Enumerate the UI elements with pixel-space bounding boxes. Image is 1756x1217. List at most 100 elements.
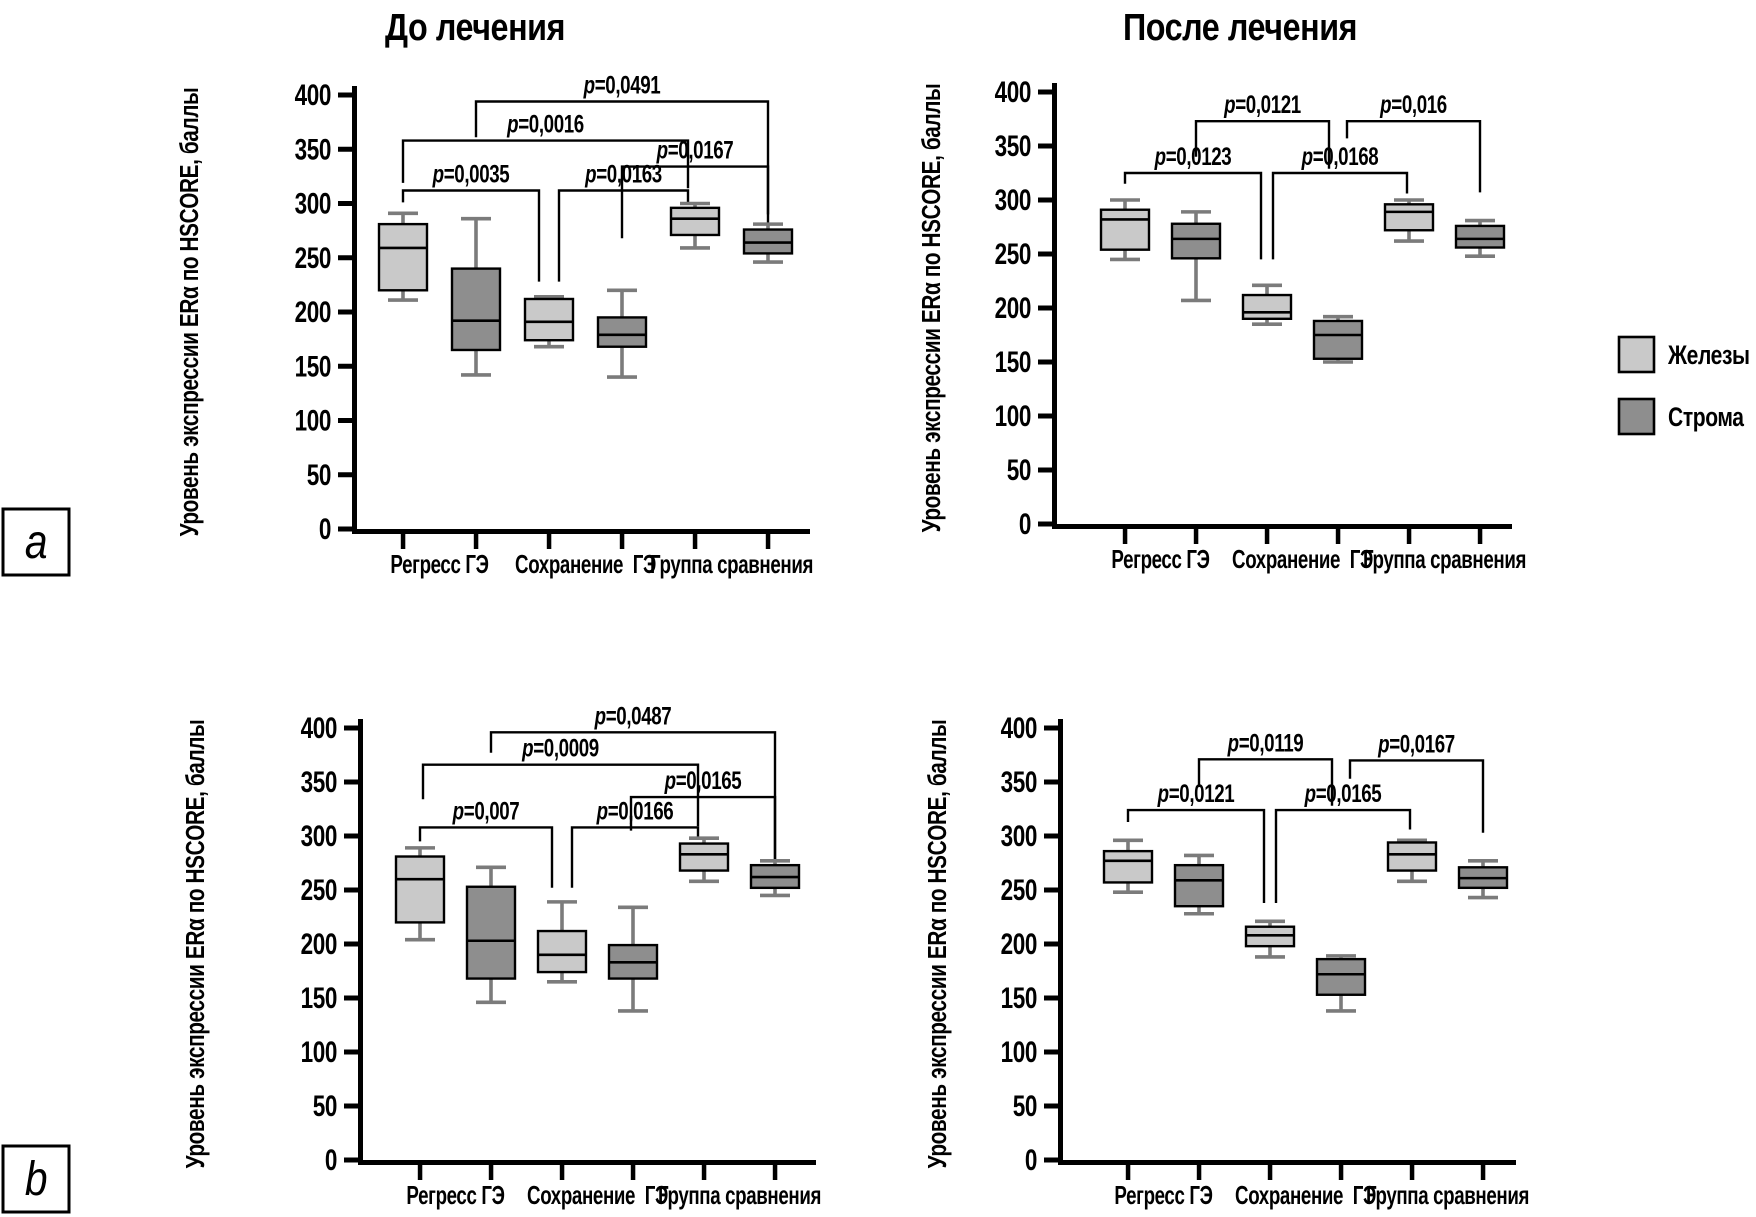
box-rect	[1383, 203, 1435, 232]
x-tick	[630, 1165, 636, 1180]
significance-bracket	[620, 165, 770, 239]
y-tick	[1038, 467, 1053, 473]
category-label: Группа сравнения	[1366, 1180, 1529, 1210]
y-tick-label: 300	[1001, 819, 1037, 853]
y-tick-label: 0	[1019, 507, 1031, 541]
box-железы-1	[1241, 283, 1293, 327]
y-tick-label: 300	[301, 819, 337, 853]
x-tick	[1264, 529, 1270, 544]
y-tick	[344, 1157, 359, 1163]
significance-bracket	[418, 826, 554, 888]
y-tick	[1044, 725, 1059, 731]
significance-bracket	[1126, 808, 1266, 903]
significance-label: p=0,0166	[596, 797, 674, 825]
chart-title: После лечения	[1123, 7, 1357, 49]
significance-label: p=0,0121	[1223, 91, 1301, 119]
x-tick	[692, 534, 698, 549]
y-tick	[338, 363, 353, 369]
box-rect	[1386, 841, 1438, 872]
y-tick	[1044, 1157, 1059, 1163]
box-строма-1	[607, 905, 659, 1013]
significance-bracket	[629, 795, 777, 861]
category-label: Группа сравнения	[658, 1180, 821, 1210]
panel-label-box	[1, 1144, 71, 1214]
x-tick	[546, 534, 552, 549]
box-строма-2	[742, 222, 794, 264]
x-tick	[1335, 529, 1341, 544]
y-tick-label: 0	[1025, 1143, 1037, 1177]
y-tick	[1038, 197, 1053, 203]
y-axis-line	[352, 86, 357, 534]
chart-bottom-right: Уровень экспрессии ERα по HSCORE, баллы 0…	[923, 711, 1530, 1210]
y-tick	[338, 255, 353, 261]
box-строма-2	[1457, 859, 1509, 900]
y-tick	[344, 833, 359, 839]
y-tick	[1044, 779, 1059, 785]
box-rect	[394, 855, 446, 924]
y-tick-label: 250	[301, 873, 337, 907]
significance-bracket	[1274, 808, 1412, 903]
x-tick	[1267, 1165, 1273, 1180]
y-tick	[1038, 521, 1053, 527]
box-строма-2	[749, 859, 801, 898]
x-tick	[1477, 529, 1483, 544]
significance-label: p=0,0009	[521, 734, 599, 762]
x-axis-line	[1058, 1160, 1516, 1165]
y-tick-label: 250	[1001, 873, 1037, 907]
box-железы-2	[669, 201, 721, 250]
category-label: Сохранение ГЭ	[1232, 544, 1373, 574]
category-label: Регресс ГЭ	[390, 549, 488, 579]
significance-label: p=0,0168	[1301, 142, 1379, 170]
y-axis-line	[358, 719, 363, 1165]
significance-bracket	[421, 763, 700, 827]
box-железы-2	[1383, 198, 1435, 243]
y-tick	[1038, 251, 1053, 257]
significance-bracket	[1123, 171, 1263, 260]
y-tick-label: 150	[1001, 981, 1037, 1015]
x-tick	[400, 534, 406, 549]
x-tick	[765, 534, 771, 549]
y-tick-label: 350	[995, 129, 1031, 163]
x-axis-line	[358, 1160, 816, 1165]
significance-label: p=0,0167	[656, 136, 734, 164]
box-rect	[377, 222, 429, 292]
x-tick	[1409, 1165, 1415, 1180]
box-строма-0	[1170, 210, 1222, 303]
y-tick-label: 100	[995, 399, 1031, 433]
y-tick-label: 100	[295, 403, 331, 437]
box-строма-2	[1454, 218, 1506, 258]
y-tick	[344, 725, 359, 731]
y-tick-label: 200	[301, 927, 337, 961]
box-rect	[1102, 849, 1154, 884]
y-tick-label: 350	[295, 132, 331, 166]
x-tick	[772, 1165, 778, 1180]
y-tick	[1044, 887, 1059, 893]
significance-label: p=0,0123	[1154, 142, 1232, 170]
y-tick	[1044, 941, 1059, 947]
y-tick-label: 250	[295, 241, 331, 275]
box-железы-1	[1244, 919, 1296, 959]
box-строма-1	[596, 288, 648, 379]
box-rect	[1454, 224, 1506, 249]
y-axis-title: Уровень экспрессии ERα по HSCORE, баллы	[917, 84, 946, 533]
significance-bracket	[570, 826, 700, 888]
significance-bracket	[474, 100, 770, 223]
y-axis-title: Уровень экспрессии ERα по HSCORE, баллы	[175, 88, 204, 537]
y-tick-label: 200	[295, 295, 331, 329]
x-tick	[1193, 529, 1199, 544]
box-rect	[523, 297, 575, 342]
category-label: Регресс ГЭ	[1111, 544, 1209, 574]
box-железы-0	[1099, 198, 1151, 262]
y-tick-label: 50	[313, 1089, 337, 1123]
y-tick-label: 300	[995, 183, 1031, 217]
x-tick	[1338, 1165, 1344, 1180]
significance-label: p=0,0487	[594, 702, 672, 730]
box-железы-0	[394, 846, 446, 942]
y-tick-label: 0	[319, 512, 331, 546]
y-tick	[1038, 359, 1053, 365]
y-tick	[1044, 1049, 1059, 1055]
chart-title: До лечения	[385, 7, 565, 49]
significance-bracket	[1271, 171, 1409, 260]
